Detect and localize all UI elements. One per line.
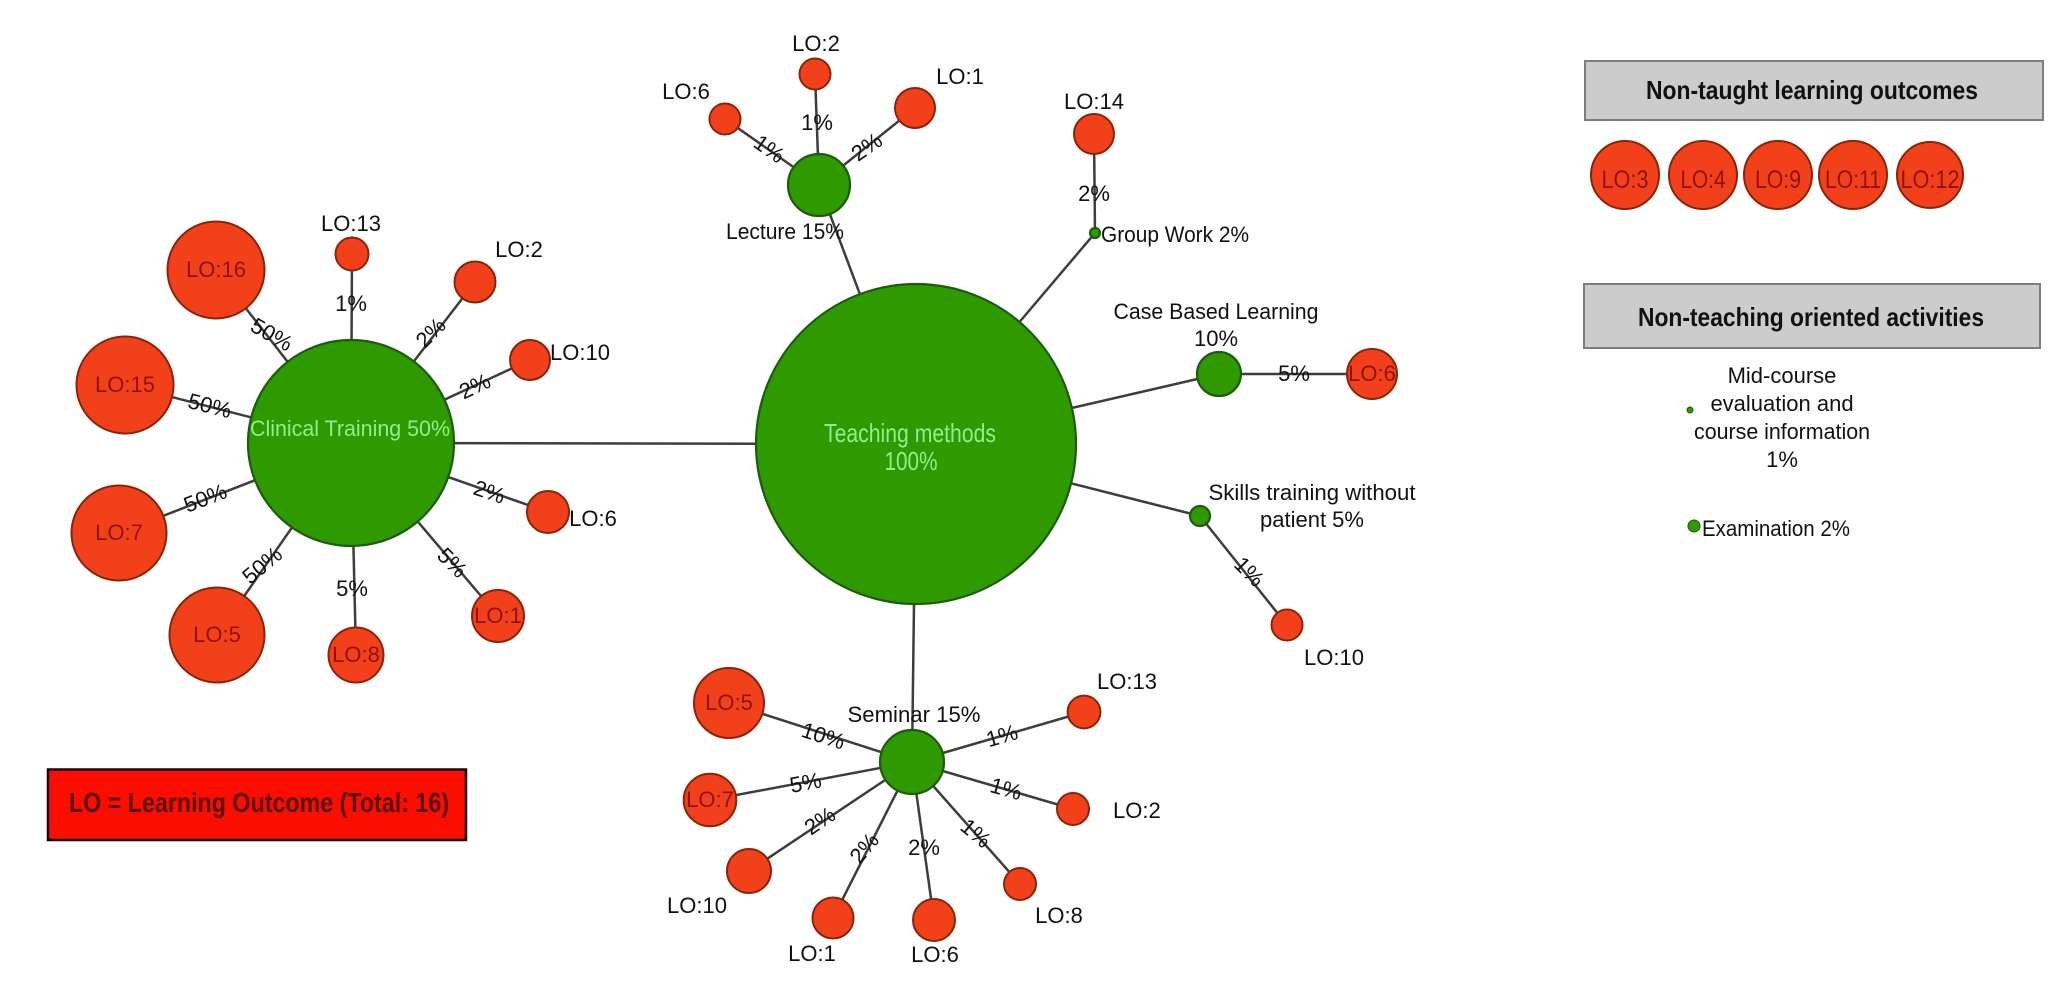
svg-text:patient 5%: patient 5% — [1260, 507, 1364, 532]
svg-text:2%: 2% — [908, 835, 940, 860]
svg-text:evaluation and: evaluation and — [1710, 391, 1853, 416]
svg-text:LO:12: LO:12 — [1901, 166, 1960, 194]
svg-text:Non-teaching oriented activiti: Non-teaching oriented activities — [1638, 302, 1984, 332]
svg-text:LO:4: LO:4 — [1681, 166, 1726, 194]
svg-text:LO:2: LO:2 — [792, 31, 840, 56]
svg-text:LO:6: LO:6 — [1348, 361, 1396, 386]
svg-text:LO = Learning Outcome (Total:: LO = Learning Outcome (Total: 16) — [69, 787, 449, 818]
svg-text:10%: 10% — [1194, 326, 1238, 351]
svg-text:Non-taught learning outcomes: Non-taught learning outcomes — [1646, 75, 1978, 105]
svg-text:Group Work 2%: Group Work 2% — [1101, 222, 1249, 247]
svg-text:LO:6: LO:6 — [911, 942, 959, 967]
svg-text:1%: 1% — [335, 291, 367, 316]
svg-text:Examination 2%: Examination 2% — [1702, 516, 1850, 541]
svg-text:LO:2: LO:2 — [495, 237, 543, 262]
svg-text:LO:16: LO:16 — [186, 257, 246, 282]
svg-text:Teaching methods: Teaching methods — [824, 418, 996, 448]
svg-text:Seminar 15%: Seminar 15% — [848, 702, 981, 727]
svg-text:LO:15: LO:15 — [95, 372, 155, 397]
svg-text:LO:1: LO:1 — [936, 64, 984, 89]
svg-text:100%: 100% — [885, 446, 938, 476]
svg-text:5%: 5% — [788, 767, 824, 798]
svg-text:LO:5: LO:5 — [193, 622, 241, 647]
svg-text:Lecture 15%: Lecture 15% — [726, 219, 844, 244]
svg-text:2%: 2% — [1078, 181, 1110, 206]
svg-text:LO:10: LO:10 — [667, 893, 727, 918]
svg-text:LO:10: LO:10 — [550, 340, 610, 365]
svg-text:LO:2: LO:2 — [1113, 798, 1161, 823]
svg-text:Mid-course: Mid-course — [1728, 363, 1837, 388]
svg-text:LO:1: LO:1 — [474, 603, 522, 628]
svg-text:LO:8: LO:8 — [1035, 903, 1083, 928]
svg-text:LO:1: LO:1 — [788, 941, 836, 966]
svg-text:LO:14: LO:14 — [1064, 89, 1124, 114]
svg-text:LO:11: LO:11 — [1825, 166, 1881, 194]
svg-text:LO:9: LO:9 — [1755, 166, 1801, 194]
svg-text:LO:7: LO:7 — [95, 520, 143, 545]
svg-text:LO:3: LO:3 — [1602, 166, 1649, 194]
svg-text:LO:8: LO:8 — [332, 642, 380, 667]
svg-text:LO:10: LO:10 — [1304, 645, 1364, 670]
svg-text:LO:7: LO:7 — [686, 787, 734, 812]
svg-text:1%: 1% — [801, 110, 833, 135]
svg-text:5%: 5% — [336, 576, 368, 601]
svg-text:LO:6: LO:6 — [569, 506, 617, 531]
svg-text:LO:13: LO:13 — [321, 211, 381, 236]
svg-text:Clinical Training 50%: Clinical Training 50% — [250, 416, 450, 441]
svg-text:LO:6: LO:6 — [662, 79, 710, 104]
svg-text:LO:5: LO:5 — [705, 690, 753, 715]
svg-text:Case Based Learning: Case Based Learning — [1114, 299, 1319, 324]
svg-text:LO:13: LO:13 — [1097, 669, 1157, 694]
svg-text:Skills training without: Skills training without — [1209, 480, 1416, 505]
svg-text:1%: 1% — [1766, 447, 1798, 472]
svg-text:5%: 5% — [1278, 361, 1310, 386]
svg-text:course information: course information — [1694, 419, 1870, 444]
